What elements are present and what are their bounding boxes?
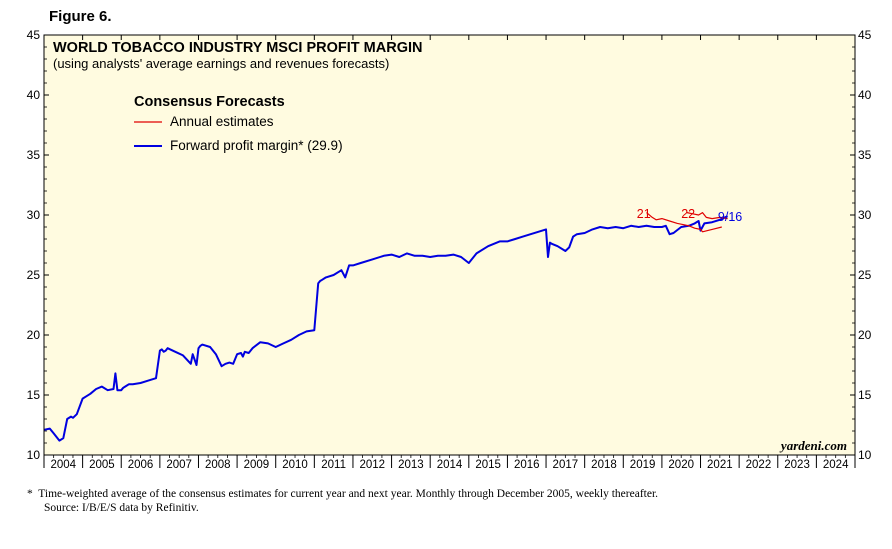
y-tick-label-right: 45 — [858, 28, 872, 42]
legend-title: Consensus Forecasts — [134, 94, 285, 110]
y-tick-label-left: 25 — [27, 268, 41, 282]
x-tick-label: 2023 — [784, 459, 810, 471]
legend-label: Annual estimates — [170, 114, 274, 129]
y-tick-label-right: 25 — [858, 268, 872, 282]
x-tick-label: 2019 — [630, 459, 656, 471]
plot-frame — [43, 34, 856, 456]
x-tick-label: 2013 — [398, 459, 424, 471]
x-tick-label: 2014 — [437, 459, 463, 471]
y-tick-label-left: 10 — [27, 448, 41, 462]
chart-title: WORLD TOBACCO INDUSTRY MSCI PROFIT MARGI… — [53, 40, 422, 56]
x-tick-label: 2016 — [514, 459, 540, 471]
y-tick-label-left: 15 — [27, 388, 41, 402]
y-tick-label-right: 30 — [858, 208, 872, 222]
y-tick-label-right: 15 — [858, 388, 872, 402]
x-tick-label: 2024 — [823, 459, 849, 471]
forward-margin-line — [43, 215, 729, 442]
x-tick-label: 2010 — [282, 459, 308, 471]
plot-background — [44, 35, 855, 455]
x-tick-label: 2012 — [359, 459, 385, 471]
y-tick-label-right: 35 — [858, 148, 872, 162]
x-tick-label: 2009 — [244, 459, 270, 471]
y-tick-label-left: 35 — [27, 148, 41, 162]
x-tick-label: 2020 — [668, 459, 694, 471]
series-lines — [43, 212, 729, 442]
x-tick-label: 2018 — [591, 459, 617, 471]
annual-estimate-line — [686, 212, 728, 220]
x-tick-label: 2006 — [128, 459, 154, 471]
x-tick-label: 2022 — [746, 459, 772, 471]
annotation-label: 22 — [681, 207, 695, 221]
y-tick-label-right: 40 — [858, 88, 872, 102]
annotation-label: 9/16 — [718, 210, 742, 224]
x-tick-label: 2004 — [51, 459, 77, 471]
y-tick-label-left: 40 — [27, 88, 41, 102]
figure-label: Figure 6. — [49, 8, 112, 25]
y-tick-label-left: 30 — [27, 208, 41, 222]
x-tick-label: 2011 — [321, 459, 346, 471]
y-tick-label-right: 20 — [858, 328, 872, 342]
annual-estimate-line — [646, 212, 722, 233]
x-tick-label: 2008 — [205, 459, 231, 471]
y-tick-label-left: 20 — [27, 328, 41, 342]
x-tick-label: 2005 — [89, 459, 115, 471]
annotations: 21 22 9/16 — [637, 207, 742, 224]
y-tick-label-left: 45 — [27, 28, 41, 42]
legend-label: Forward profit margin* (29.9) — [170, 138, 343, 153]
y-tick-label-right: 10 — [858, 448, 872, 462]
watermark: yardeni.com — [779, 438, 847, 453]
footnote: * Time-weighted average of the consensus… — [27, 488, 659, 500]
chart-subtitle: (using analysts' average earnings and re… — [53, 56, 389, 71]
x-tick-label: 2015 — [475, 459, 501, 471]
source-note: Source: I/B/E/S data by Refinitiv. — [44, 502, 199, 514]
legend: Annual estimates Forward profit margin* (… — [134, 114, 343, 153]
x-tick-label: 2007 — [166, 459, 192, 471]
x-tick-label: 2021 — [707, 459, 733, 471]
x-tick-label: 2017 — [553, 459, 579, 471]
annotation-label: 21 — [637, 207, 651, 221]
